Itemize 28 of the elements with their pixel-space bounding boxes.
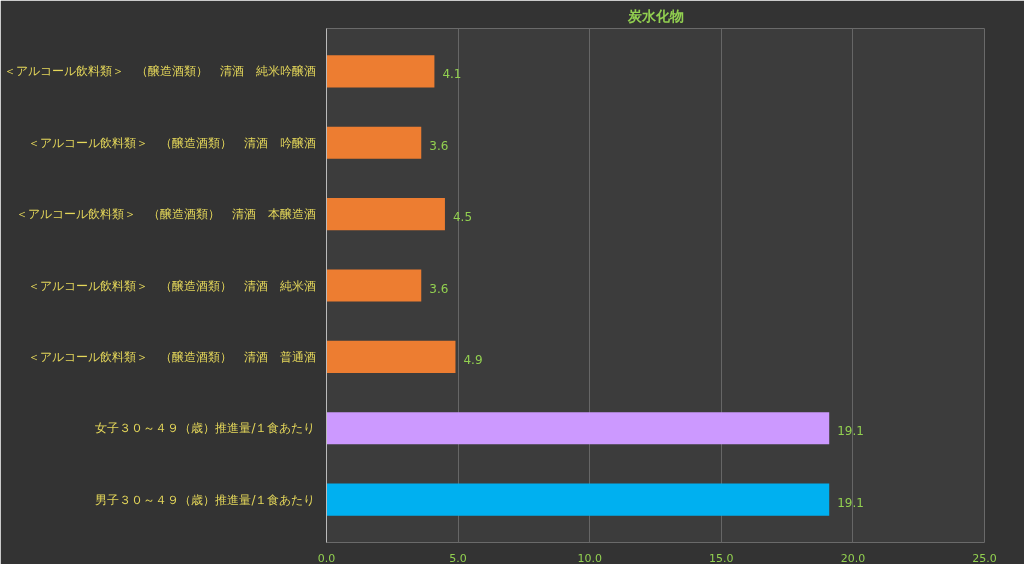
y-tick-label: ＜アルコール飲料類＞ （醸造酒類） 清酒 普通酒 <box>27 349 316 364</box>
data-label: 19.1 <box>837 495 864 510</box>
data-label: 4.5 <box>452 210 473 225</box>
y-tick-label: ＜アルコール飲料類＞ （醸造酒類） 清酒 純米酒 <box>27 278 316 293</box>
bar <box>326 55 435 88</box>
x-tick-label: 25.0 <box>972 551 997 564</box>
bar <box>326 412 830 445</box>
bar <box>326 126 422 159</box>
x-tick-label: 5.0 <box>449 551 467 564</box>
bar <box>326 340 456 373</box>
data-label: 19.1 <box>837 424 864 439</box>
data-label: 4.1 <box>442 67 462 82</box>
y-tick-label: 男子３０～４９（歳）推進量/１食あたり <box>95 492 316 507</box>
bar <box>326 269 422 302</box>
y-tick-label: ＜アルコール飲料類＞ （醸造酒類） 清酒 吟醸酒 <box>27 135 316 150</box>
y-tick-label: ＜アルコール飲料類＞ （醸造酒類） 清酒 純米吟醸酒 <box>3 64 316 79</box>
x-tick-label: 15.0 <box>709 551 734 564</box>
bar <box>326 483 830 516</box>
data-label: 3.6 <box>429 138 449 153</box>
x-tick-label: 10.0 <box>577 551 602 564</box>
x-tick-label: 0.0 <box>317 551 336 564</box>
chart-title: 炭水化物 <box>626 7 684 24</box>
x-tick-label: 20.0 <box>840 551 866 564</box>
y-tick-label: 女子３０～４９（歳）推進量/１食あたり <box>95 421 316 436</box>
bar <box>326 198 445 231</box>
y-tick-label: ＜アルコール飲料類＞ （醸造酒類） 清酒 本醸造酒 <box>15 207 316 222</box>
data-label: 4.9 <box>463 352 483 367</box>
data-label: 3.6 <box>429 281 449 296</box>
